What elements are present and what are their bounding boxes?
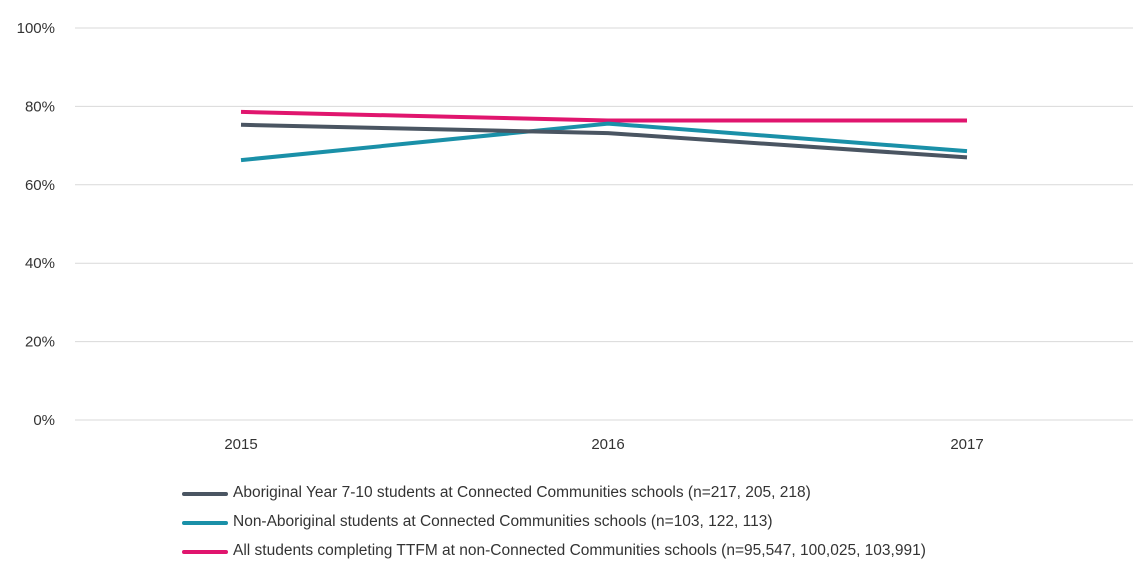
x-tick-label: 2015 [224,436,257,453]
y-tick-label: 80% [25,98,55,115]
legend-item-aboriginal: Aboriginal Year 7-10 students at Connect… [182,478,926,507]
chart-plot-area: 0% 20% 40% 60% 80% 100% 2015 2016 2017 [17,20,1133,453]
series-line-non-aboriginal [240,121,968,163]
x-tick-label: 2016 [591,436,624,453]
y-tick-label: 100% [17,20,55,37]
legend-swatch-aboriginal [182,491,228,496]
chart-legend: Aboriginal Year 7-10 students at Connect… [182,478,926,565]
legend-item-non-aboriginal: Non-Aboriginal students at Connected Com… [182,507,926,536]
legend-label-non-aboriginal: Non-Aboriginal students at Connected Com… [233,512,773,530]
y-tick-label: 20% [25,334,55,351]
legend-label-all-students: All students completing TTFM at non-Conn… [233,541,926,559]
legend-item-all-students: All students completing TTFM at non-Conn… [182,536,926,565]
x-tick-label: 2017 [950,436,983,453]
series-line-aboriginal [240,122,968,160]
y-tick-label: 40% [25,255,55,272]
legend-swatch-non-aboriginal [182,520,228,525]
series-line-all-students [240,109,967,123]
legend-label-aboriginal: Aboriginal Year 7-10 students at Connect… [233,483,811,501]
legend-swatch-all-students [182,549,228,554]
y-tick-label: 60% [25,177,55,194]
y-tick-label: 0% [33,412,55,429]
